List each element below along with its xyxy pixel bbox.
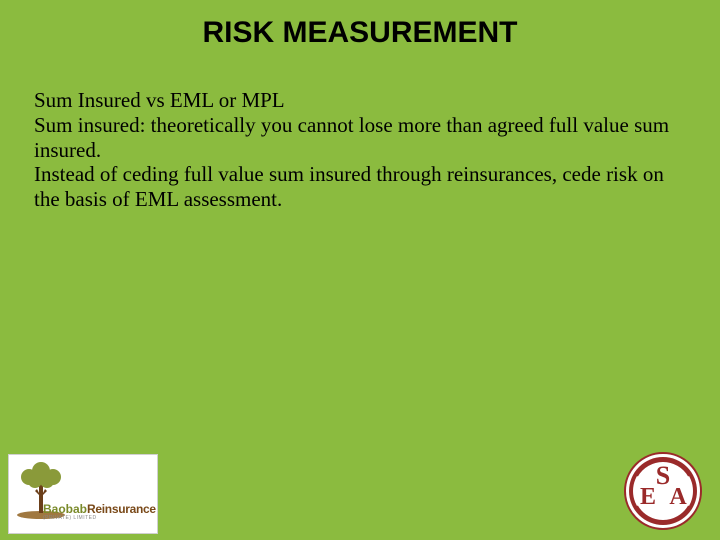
monogram-left: E	[640, 484, 656, 510]
slide: RISK MEASUREMENT Sum Insured vs EML or M…	[0, 0, 720, 540]
body-paragraph: Instead of ceding full value sum insured…	[34, 162, 684, 212]
monogram-top: S	[656, 461, 670, 490]
foliage-icon	[40, 474, 54, 488]
baobab-reinsurance-logo: BaobabReinsurance (PRIVATE) LIMITED	[8, 454, 158, 534]
body-paragraph: Sum insured: theoretically you cannot lo…	[34, 113, 684, 163]
slide-body: Sum Insured vs EML or MPL Sum insured: t…	[34, 88, 684, 212]
logo-brand-word: Reinsurance	[87, 502, 156, 516]
monogram-right: A	[669, 484, 687, 510]
logo-subtext: (PRIVATE) LIMITED	[43, 516, 156, 521]
circle-monogram-icon: S E A	[624, 452, 702, 530]
slide-title: RISK MEASUREMENT	[0, 16, 720, 50]
foliage-icon	[28, 474, 42, 488]
logo-text: BaobabReinsurance (PRIVATE) LIMITED	[43, 503, 156, 521]
body-paragraph: Sum Insured vs EML or MPL	[34, 88, 684, 113]
esap-logo: S E A	[624, 452, 702, 530]
logo-brand-word: Baobab	[43, 502, 87, 516]
